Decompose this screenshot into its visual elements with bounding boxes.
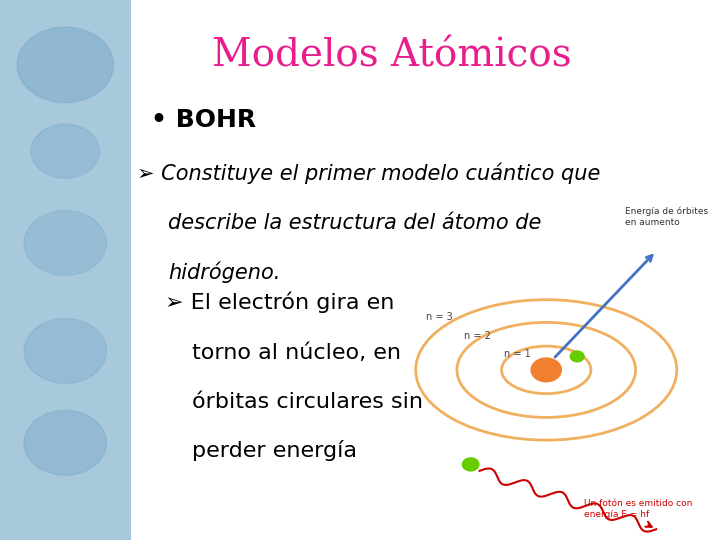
Circle shape <box>24 211 107 275</box>
Text: n = 3: n = 3 <box>426 312 453 322</box>
Circle shape <box>570 351 584 362</box>
Circle shape <box>24 410 107 475</box>
Text: • BOHR: • BOHR <box>151 108 256 132</box>
Bar <box>0 0 130 540</box>
Text: n = 2: n = 2 <box>464 332 490 341</box>
Text: n = 1: n = 1 <box>504 349 531 359</box>
Circle shape <box>531 358 562 382</box>
Text: Energía de órbites
en aumento: Energía de órbites en aumento <box>625 207 708 227</box>
Text: ➢ Constituye el primer modelo cuántico que: ➢ Constituye el primer modelo cuántico q… <box>138 162 600 184</box>
Text: órbitas circulares sin: órbitas circulares sin <box>192 392 423 411</box>
Text: perder energía: perder energía <box>192 440 357 461</box>
Text: torno al núcleo, en: torno al núcleo, en <box>192 343 401 363</box>
Circle shape <box>462 458 479 471</box>
Text: hidrógeno.: hidrógeno. <box>168 262 281 284</box>
Text: describe la estructura del átomo de: describe la estructura del átomo de <box>168 213 541 233</box>
Text: Un fotón es emitido con
energía E = hf: Un fotón es emitido con energía E = hf <box>584 500 693 519</box>
Circle shape <box>24 319 107 383</box>
Circle shape <box>31 124 99 178</box>
Circle shape <box>17 27 113 103</box>
Text: Modelos Atómicos: Modelos Atómicos <box>212 38 572 75</box>
Text: ➢ El electrón gira en: ➢ El electrón gira en <box>165 292 395 313</box>
